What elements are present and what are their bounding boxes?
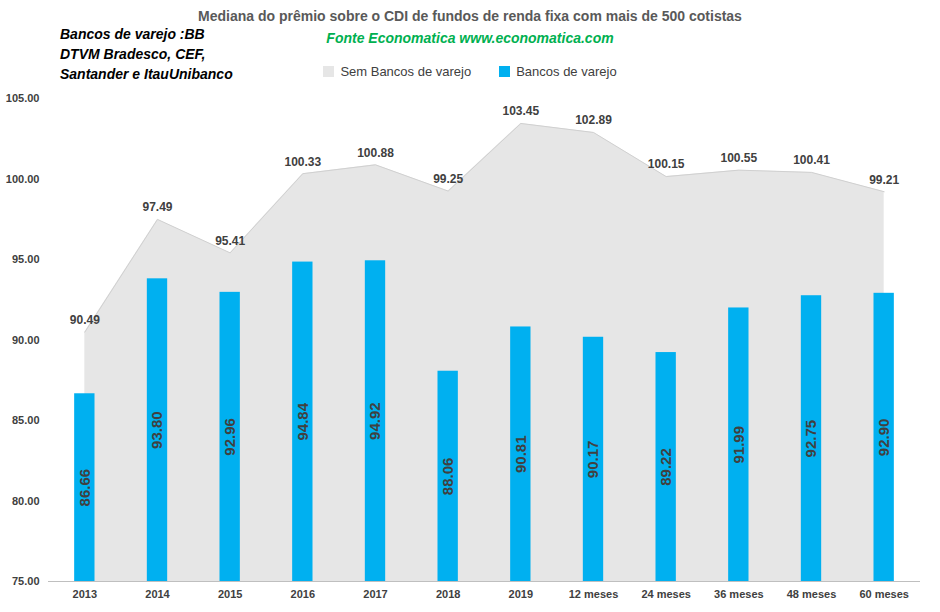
svg-text:91.99: 91.99 (730, 426, 747, 464)
html-text:Mediana do prêmio sobre o CDI: Mediana do prêmio sobre o CDI de fundos … (198, 8, 742, 24)
svg-text:102.89: 102.89 (575, 113, 612, 127)
svg-text:100.41: 100.41 (793, 153, 830, 167)
html-text:Bancos de varejo: Bancos de varejo (516, 64, 617, 79)
svg-text:94.84: 94.84 (294, 402, 311, 440)
svg-text:92.75: 92.75 (802, 420, 819, 458)
svg-text:2013: 2013 (73, 588, 97, 600)
svg-text:12 meses: 12 meses (569, 588, 619, 600)
svg-text:95.41: 95.41 (215, 234, 245, 248)
svg-text:93.80: 93.80 (148, 411, 165, 449)
svg-text:75.00: 75.00 (12, 575, 40, 587)
svg-text:103.45: 103.45 (502, 104, 539, 118)
svg-text:2017: 2017 (363, 588, 387, 600)
html-text:DTVM Bradesco, CEF,: DTVM Bradesco, CEF, (60, 46, 206, 62)
svg-text:97.49: 97.49 (142, 200, 172, 214)
svg-text:2014: 2014 (145, 588, 170, 600)
svg-text:99.21: 99.21 (869, 173, 899, 187)
svg-text:80.00: 80.00 (12, 495, 40, 507)
svg-text:90.49: 90.49 (70, 313, 100, 327)
svg-text:2018: 2018 (436, 588, 460, 600)
svg-text:90.17: 90.17 (584, 441, 601, 479)
svg-text:92.96: 92.96 (221, 418, 238, 456)
svg-text:2015: 2015 (218, 588, 242, 600)
svg-text:99.25: 99.25 (433, 172, 463, 186)
svg-text:90.00: 90.00 (12, 334, 40, 346)
svg-text:95.00: 95.00 (12, 253, 40, 265)
svg-text:100.00: 100.00 (6, 173, 40, 185)
svg-text:105.00: 105.00 (6, 92, 40, 104)
svg-text:2019: 2019 (509, 588, 533, 600)
svg-text:36 meses: 36 meses (714, 588, 764, 600)
svg-text:85.00: 85.00 (12, 414, 40, 426)
svg-text:100.33: 100.33 (284, 155, 321, 169)
svg-text:100.55: 100.55 (720, 151, 757, 165)
svg-text:24 meses: 24 meses (641, 588, 691, 600)
svg-text:2016: 2016 (291, 588, 315, 600)
html-text:Fonte Economatica www.economat: Fonte Economatica www.economatica.com (326, 30, 614, 46)
svg-text:86.66: 86.66 (76, 469, 93, 507)
svg-text:89.22: 89.22 (657, 448, 674, 486)
svg-text:94.92: 94.92 (366, 402, 383, 440)
svg-text:60 meses: 60 meses (859, 588, 909, 600)
html-text:Bancos de varejo :BB: Bancos de varejo :BB (60, 26, 205, 42)
svg-text:48 meses: 48 meses (787, 588, 837, 600)
html-text:Sem Bancos de varejo: Sem Bancos de varejo (340, 64, 472, 79)
svg-text:88.06: 88.06 (439, 458, 456, 496)
html-text:Santander e ItauUnibanco: Santander e ItauUnibanco (60, 66, 233, 82)
svg-text:90.81: 90.81 (512, 435, 529, 473)
svg-text:100.88: 100.88 (357, 146, 394, 160)
svg-text:100.15: 100.15 (648, 157, 685, 171)
svg-text:92.90: 92.90 (875, 419, 892, 457)
